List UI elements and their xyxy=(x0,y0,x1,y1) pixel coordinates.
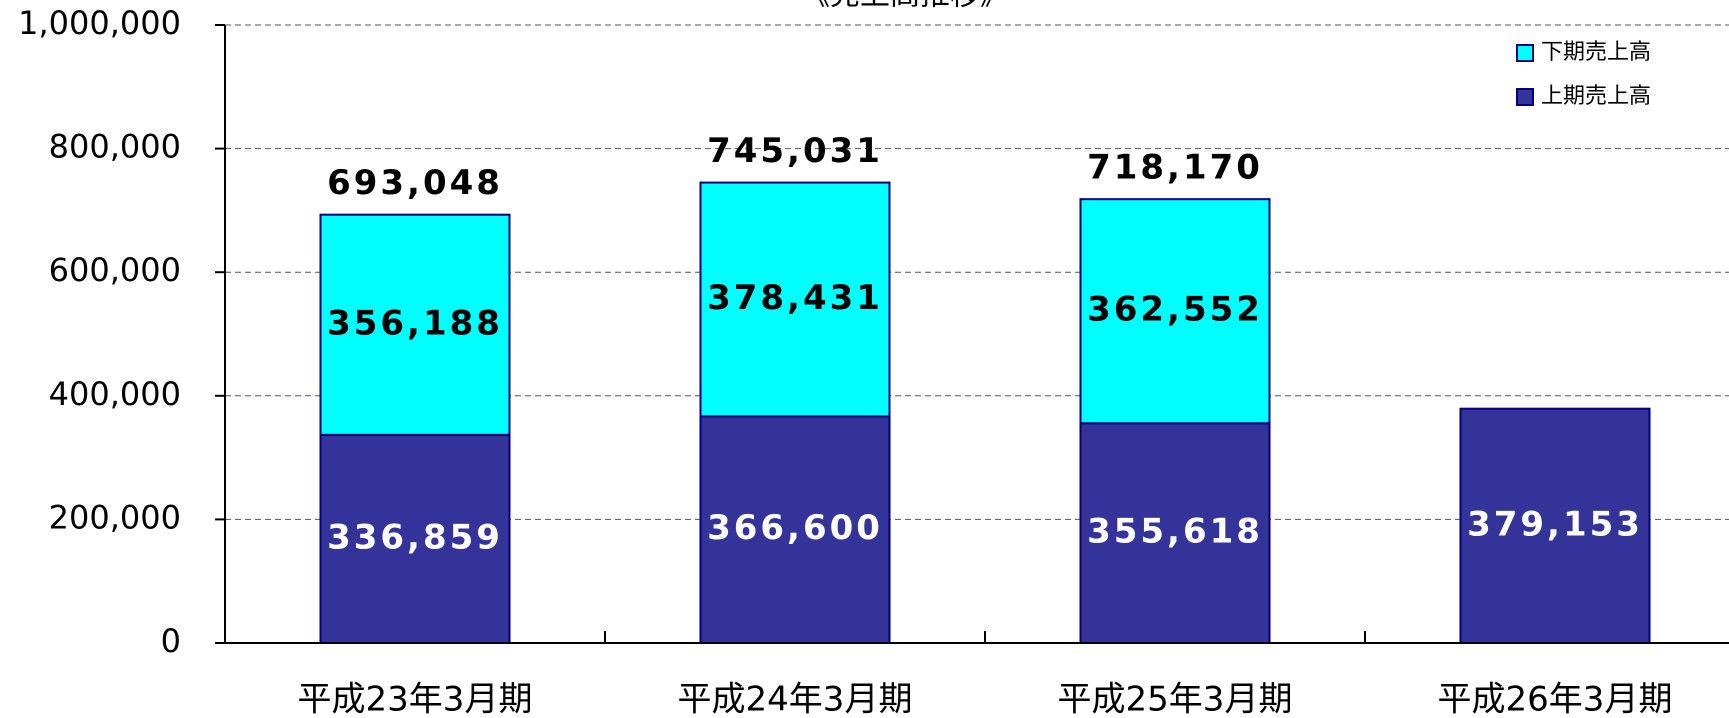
bar-segment xyxy=(1459,407,1651,644)
bar-segment xyxy=(699,181,891,418)
legend-swatch xyxy=(1516,88,1534,106)
value-label: 355,618 xyxy=(1087,512,1263,552)
y-tick-label: 600,000 xyxy=(49,251,181,289)
x-tick-label: 平成26年3月期 xyxy=(1438,680,1673,718)
value-label: 379,153 xyxy=(1467,504,1643,544)
y-tick-label: 0 xyxy=(161,622,181,660)
y-tick-label: 200,000 xyxy=(49,498,181,536)
total-label: 693,048 xyxy=(327,163,503,203)
legend-label: 下期売上高 xyxy=(1541,40,1651,65)
total-label: 745,031 xyxy=(707,131,883,171)
bar-segment xyxy=(319,213,511,436)
x-tick-label: 平成25年3月期 xyxy=(1058,680,1293,718)
bar-segment xyxy=(1079,422,1271,645)
value-label: 366,600 xyxy=(707,508,883,548)
x-tick-label: 平成23年3月期 xyxy=(298,680,533,718)
chart-title: 《売上高推移》 xyxy=(800,0,1010,13)
y-tick-label: 1,000,000 xyxy=(18,4,181,42)
value-label: 356,188 xyxy=(327,303,503,343)
value-label: 336,859 xyxy=(327,517,503,557)
total-label: 718,170 xyxy=(1087,148,1263,188)
bar-segment xyxy=(1079,198,1271,425)
legend-swatch xyxy=(1516,44,1534,62)
bar-segment xyxy=(319,433,511,644)
legend-label: 上期売上高 xyxy=(1541,84,1651,109)
value-label: 362,552 xyxy=(1087,290,1263,330)
value-label: 378,431 xyxy=(707,278,883,318)
y-tick-label: 800,000 xyxy=(49,128,181,166)
y-tick-label: 400,000 xyxy=(49,375,181,413)
x-tick-label: 平成24年3月期 xyxy=(678,680,913,718)
